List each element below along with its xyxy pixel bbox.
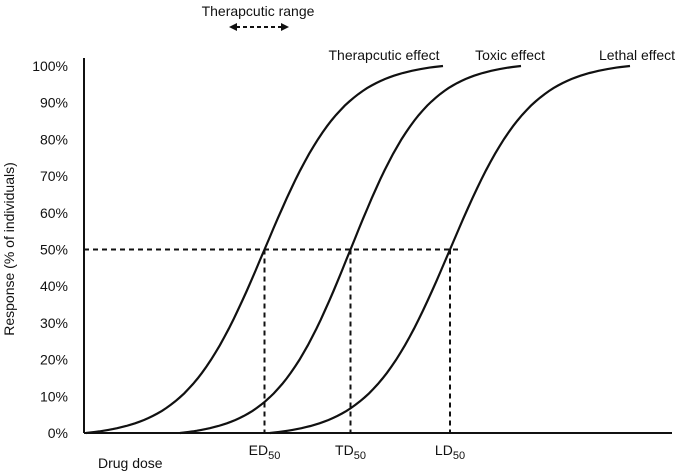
range-annotation: Therapcutic range xyxy=(202,3,315,19)
y-tick-label: 30% xyxy=(40,315,68,331)
range-arrow-right-icon xyxy=(281,23,289,31)
series-label: Lethal effect xyxy=(599,47,675,63)
reference-lines xyxy=(84,248,460,433)
y-axis: 0% 10% 20% 30% 40% 50% 60% 70% 80% 90% 100% Respons… xyxy=(1,58,672,471)
response-curves xyxy=(85,64,631,435)
midpoint-label: ED50 xyxy=(249,442,281,462)
midpoint-label: LD50 xyxy=(435,442,465,462)
y-tick-label: 40% xyxy=(40,278,68,294)
y-tick-label: 80% xyxy=(40,131,68,147)
y-tick-label: 90% xyxy=(40,95,68,111)
y-tick-label: 60% xyxy=(40,205,68,221)
curve-toxic-effect xyxy=(179,64,522,435)
x-axis-label: Drug dose xyxy=(98,455,163,471)
curve-lethal-effect xyxy=(269,64,631,435)
curve-therapcutic-effect xyxy=(85,64,444,435)
series-label: Therapcutic effect xyxy=(328,47,439,63)
y-tick-label: 70% xyxy=(40,168,68,184)
y-axis-label: Response (% of individuals) xyxy=(1,162,17,336)
y-tick-label: 20% xyxy=(40,352,68,368)
y-tick-label: 10% xyxy=(40,388,68,404)
y-tick-label: 50% xyxy=(40,242,68,258)
y-tick-label: 0% xyxy=(48,425,68,441)
series-label: Toxic effect xyxy=(475,47,545,63)
y-tick-label: 100% xyxy=(32,58,68,74)
chart-labels: Therapcutic effect ED50 Toxic effect TD50 Le… xyxy=(202,3,676,462)
midpoint-label: TD50 xyxy=(335,442,366,462)
range-arrow-left-icon xyxy=(229,23,237,31)
